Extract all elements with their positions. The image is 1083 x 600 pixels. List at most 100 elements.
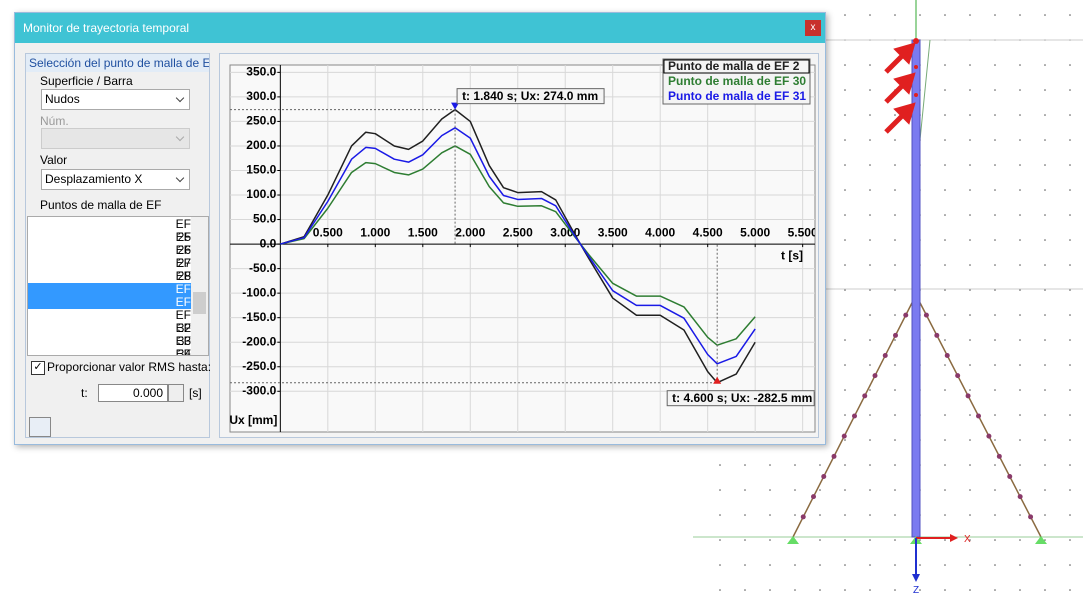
series-line <box>280 145 756 346</box>
grid-dot <box>844 389 846 391</box>
close-button[interactable]: x <box>805 20 821 36</box>
x-tick-label: 5.000 <box>740 225 770 239</box>
grid-dot <box>794 489 796 491</box>
list-item[interactable]: EF 34 <box>28 335 191 356</box>
grid-dot <box>994 364 996 366</box>
list-item[interactable]: EF 31 <box>28 296 191 322</box>
brace-node <box>821 474 827 479</box>
scroll-thumb[interactable] <box>193 292 206 314</box>
value-label: Valor <box>40 153 68 167</box>
list-item[interactable]: EF 30 <box>28 283 191 309</box>
list-item[interactable]: EF 32 <box>28 309 191 335</box>
support <box>787 536 799 544</box>
grid-dot <box>1044 489 1046 491</box>
grid-dot <box>994 539 996 541</box>
grid-dot <box>844 539 846 541</box>
grid-dot <box>844 364 846 366</box>
annotation-text: t: 4.600 s; Ux: -282.5 mm <box>672 391 812 405</box>
grid-dot <box>869 289 871 291</box>
list-item-text: EF 28 <box>175 256 191 283</box>
grid-dot <box>1069 164 1071 166</box>
y-tick-label: -50.0 <box>249 261 277 275</box>
grid-dot <box>969 239 971 241</box>
rms-checkbox[interactable]: ✓ <box>31 361 45 375</box>
legend-label: Punto de malla de EF 31 <box>668 89 806 103</box>
load-arrows <box>884 38 919 134</box>
grid-dot <box>944 214 946 216</box>
title-bar: Monitor de trayectoria temporal x <box>15 13 825 43</box>
grid-dot <box>994 314 996 316</box>
grid-dot <box>1019 189 1021 191</box>
brace-node <box>862 393 868 399</box>
grid-dot <box>844 89 846 91</box>
scrollbar[interactable] <box>191 217 208 355</box>
grid-dot <box>969 489 971 491</box>
selection-group: Selección del punto de malla de EF Super… <box>25 53 210 438</box>
brace-node <box>996 453 1002 459</box>
grid-dot <box>894 239 896 241</box>
grid-dot <box>1019 14 1021 16</box>
value-select[interactable]: Desplazamiento X <box>41 169 190 190</box>
list-item[interactable]: EF 25 <box>28 218 191 244</box>
grid-dot <box>994 164 996 166</box>
grid-dot <box>1069 189 1071 191</box>
y-tick-label: -100.0 <box>242 285 276 299</box>
grid-dot <box>869 389 871 391</box>
grid-dot <box>1044 289 1046 291</box>
list-item[interactable]: EF 27 <box>28 244 191 270</box>
grid-dot <box>1044 189 1046 191</box>
list-item[interactable]: EF 33 <box>28 322 191 348</box>
list-item-text: EF 27 <box>175 243 191 270</box>
grid-dot <box>994 189 996 191</box>
grid-dot <box>769 589 771 591</box>
grid-dot <box>944 164 946 166</box>
print-button[interactable] <box>29 417 51 437</box>
grid-dot <box>1069 564 1071 566</box>
grid-dot <box>969 14 971 16</box>
grid-dot <box>719 489 721 491</box>
grid-dot <box>869 114 871 116</box>
node <box>913 38 919 44</box>
annotation-text: t: 1.840 s; Ux: 274.0 mm <box>462 89 598 103</box>
grid-dot <box>844 514 846 516</box>
support <box>1035 536 1047 544</box>
grid-dot <box>1044 164 1046 166</box>
list-item[interactable]: EF 29 <box>28 270 191 296</box>
surface-select[interactable]: Nudos <box>41 89 190 110</box>
grid-dot <box>969 414 971 416</box>
grid-dot <box>869 314 871 316</box>
t-input[interactable]: 0.000 <box>98 384 168 402</box>
grid-dot <box>869 539 871 541</box>
load-arrow <box>884 42 916 74</box>
t-spinner[interactable] <box>168 384 184 402</box>
grid-dot <box>1069 389 1071 391</box>
y-tick-label: -150.0 <box>242 310 276 324</box>
list-item[interactable]: EF 35 <box>28 348 191 356</box>
y-tick-label: 350.0 <box>246 65 276 79</box>
grid-dot <box>894 564 896 566</box>
grid-dot <box>819 564 821 566</box>
grid-dot <box>719 539 721 541</box>
y-tick-label: 100.0 <box>246 187 276 201</box>
grid-dot <box>944 89 946 91</box>
x-axis-label: X <box>964 534 971 545</box>
grid-dot <box>894 389 896 391</box>
group-title: Selección del punto de malla de EF <box>26 54 209 72</box>
grid-dot <box>844 189 846 191</box>
grid-dot <box>1044 339 1046 341</box>
grid-dot <box>994 514 996 516</box>
grid-dot <box>719 564 721 566</box>
x-tick-label: 1.500 <box>408 225 438 239</box>
annotation-marker <box>451 102 460 110</box>
grid-dot <box>1044 564 1046 566</box>
y-tick-label: -300.0 <box>242 383 276 397</box>
grid-dot <box>994 389 996 391</box>
y-tick-label: 300.0 <box>246 89 276 103</box>
list-item[interactable]: EF 26 <box>28 231 191 257</box>
list-item[interactable]: EF 28 <box>28 257 191 283</box>
grid-dot <box>1069 439 1071 441</box>
grid-dot <box>744 564 746 566</box>
grid-dot <box>944 589 946 591</box>
annotation-box <box>666 390 815 407</box>
